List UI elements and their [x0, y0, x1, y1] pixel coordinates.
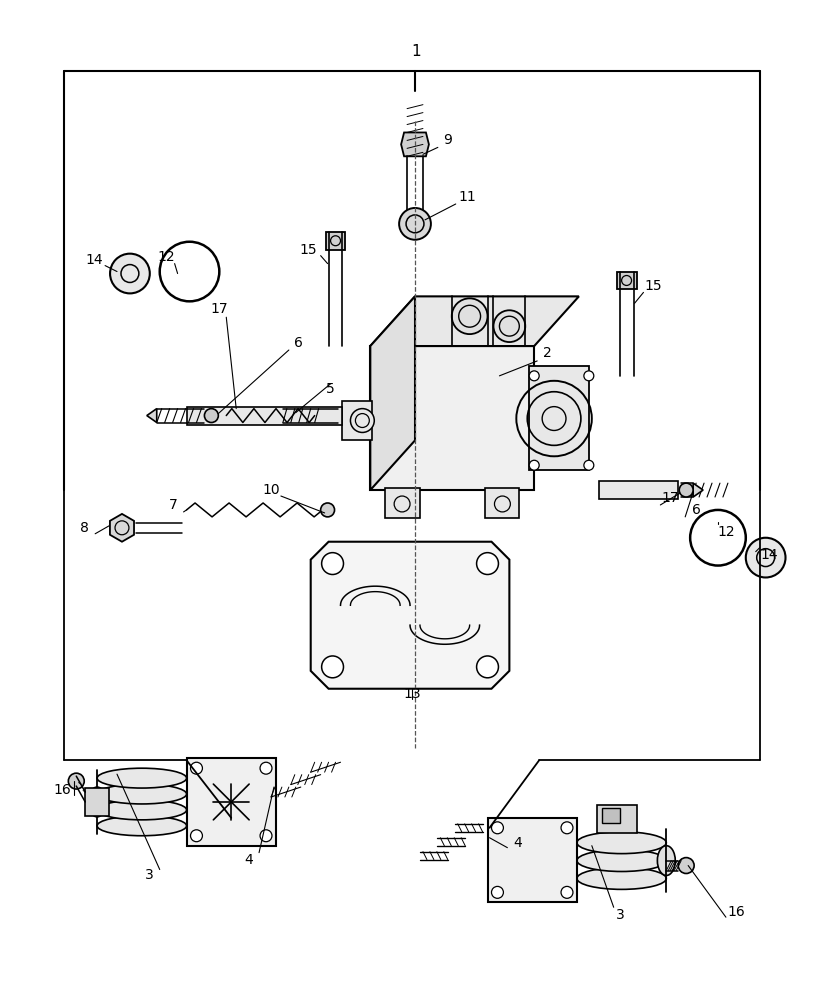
Circle shape [399, 208, 431, 240]
Ellipse shape [657, 846, 676, 875]
Bar [370, 346, 534, 490]
Bar [186, 407, 343, 425]
Circle shape [745, 538, 785, 577]
Ellipse shape [97, 768, 186, 788]
Polygon shape [310, 542, 509, 689]
Circle shape [260, 830, 272, 842]
Text: 15: 15 [645, 279, 662, 293]
Circle shape [584, 460, 594, 470]
Ellipse shape [577, 868, 666, 889]
Text: 1: 1 [411, 44, 421, 59]
Text: 5: 5 [326, 382, 335, 396]
Circle shape [477, 656, 498, 678]
Circle shape [110, 254, 150, 293]
Circle shape [561, 886, 573, 898]
Circle shape [678, 858, 694, 873]
Polygon shape [370, 296, 579, 346]
Text: 12: 12 [717, 525, 735, 539]
Bar [325, 232, 345, 250]
Polygon shape [401, 132, 429, 156]
Ellipse shape [97, 816, 186, 836]
Text: 14: 14 [760, 548, 779, 562]
Bar [186, 758, 276, 846]
Bar [529, 366, 589, 470]
Circle shape [452, 298, 488, 334]
Circle shape [493, 310, 525, 342]
Circle shape [322, 553, 344, 574]
Text: 4: 4 [245, 853, 254, 867]
Text: 10: 10 [262, 483, 280, 497]
Bar [617, 272, 636, 289]
Circle shape [477, 553, 498, 574]
Bar [599, 481, 678, 499]
Polygon shape [146, 409, 156, 423]
Text: 13: 13 [404, 687, 421, 701]
Circle shape [561, 822, 573, 834]
Text: 7: 7 [169, 498, 178, 512]
Bar [385, 488, 420, 518]
Text: 6: 6 [691, 503, 701, 517]
Bar [597, 805, 636, 833]
Ellipse shape [97, 784, 186, 804]
Circle shape [584, 371, 594, 381]
Text: 16: 16 [727, 905, 745, 919]
Text: 14: 14 [86, 253, 103, 267]
Circle shape [529, 460, 539, 470]
Polygon shape [110, 514, 134, 542]
Bar [343, 401, 372, 440]
Circle shape [322, 656, 344, 678]
Text: 17: 17 [661, 491, 679, 505]
Ellipse shape [88, 787, 106, 817]
Circle shape [191, 762, 202, 774]
Text: 3: 3 [146, 868, 154, 882]
Text: 6: 6 [295, 336, 303, 350]
Polygon shape [370, 296, 415, 490]
Circle shape [350, 409, 374, 432]
Text: 2: 2 [542, 346, 552, 360]
Text: 9: 9 [443, 133, 453, 147]
Circle shape [260, 762, 272, 774]
Ellipse shape [97, 800, 186, 820]
Circle shape [320, 503, 334, 517]
Text: 17: 17 [210, 302, 228, 316]
Polygon shape [693, 483, 703, 497]
Text: 16: 16 [53, 783, 72, 797]
Bar [602, 808, 620, 823]
Text: 3: 3 [617, 908, 625, 922]
Bar [484, 488, 519, 518]
Circle shape [68, 773, 84, 789]
Bar [85, 788, 109, 816]
Text: 4: 4 [513, 836, 522, 850]
Text: 12: 12 [158, 250, 176, 264]
Circle shape [191, 830, 202, 842]
Ellipse shape [577, 850, 666, 872]
Circle shape [205, 409, 218, 423]
Circle shape [492, 822, 503, 834]
Text: 11: 11 [458, 190, 477, 204]
Text: 15: 15 [300, 243, 318, 257]
Bar [488, 818, 577, 902]
Circle shape [492, 886, 503, 898]
Text: 8: 8 [80, 521, 89, 535]
Circle shape [529, 371, 539, 381]
Ellipse shape [577, 832, 666, 854]
Circle shape [679, 483, 693, 497]
